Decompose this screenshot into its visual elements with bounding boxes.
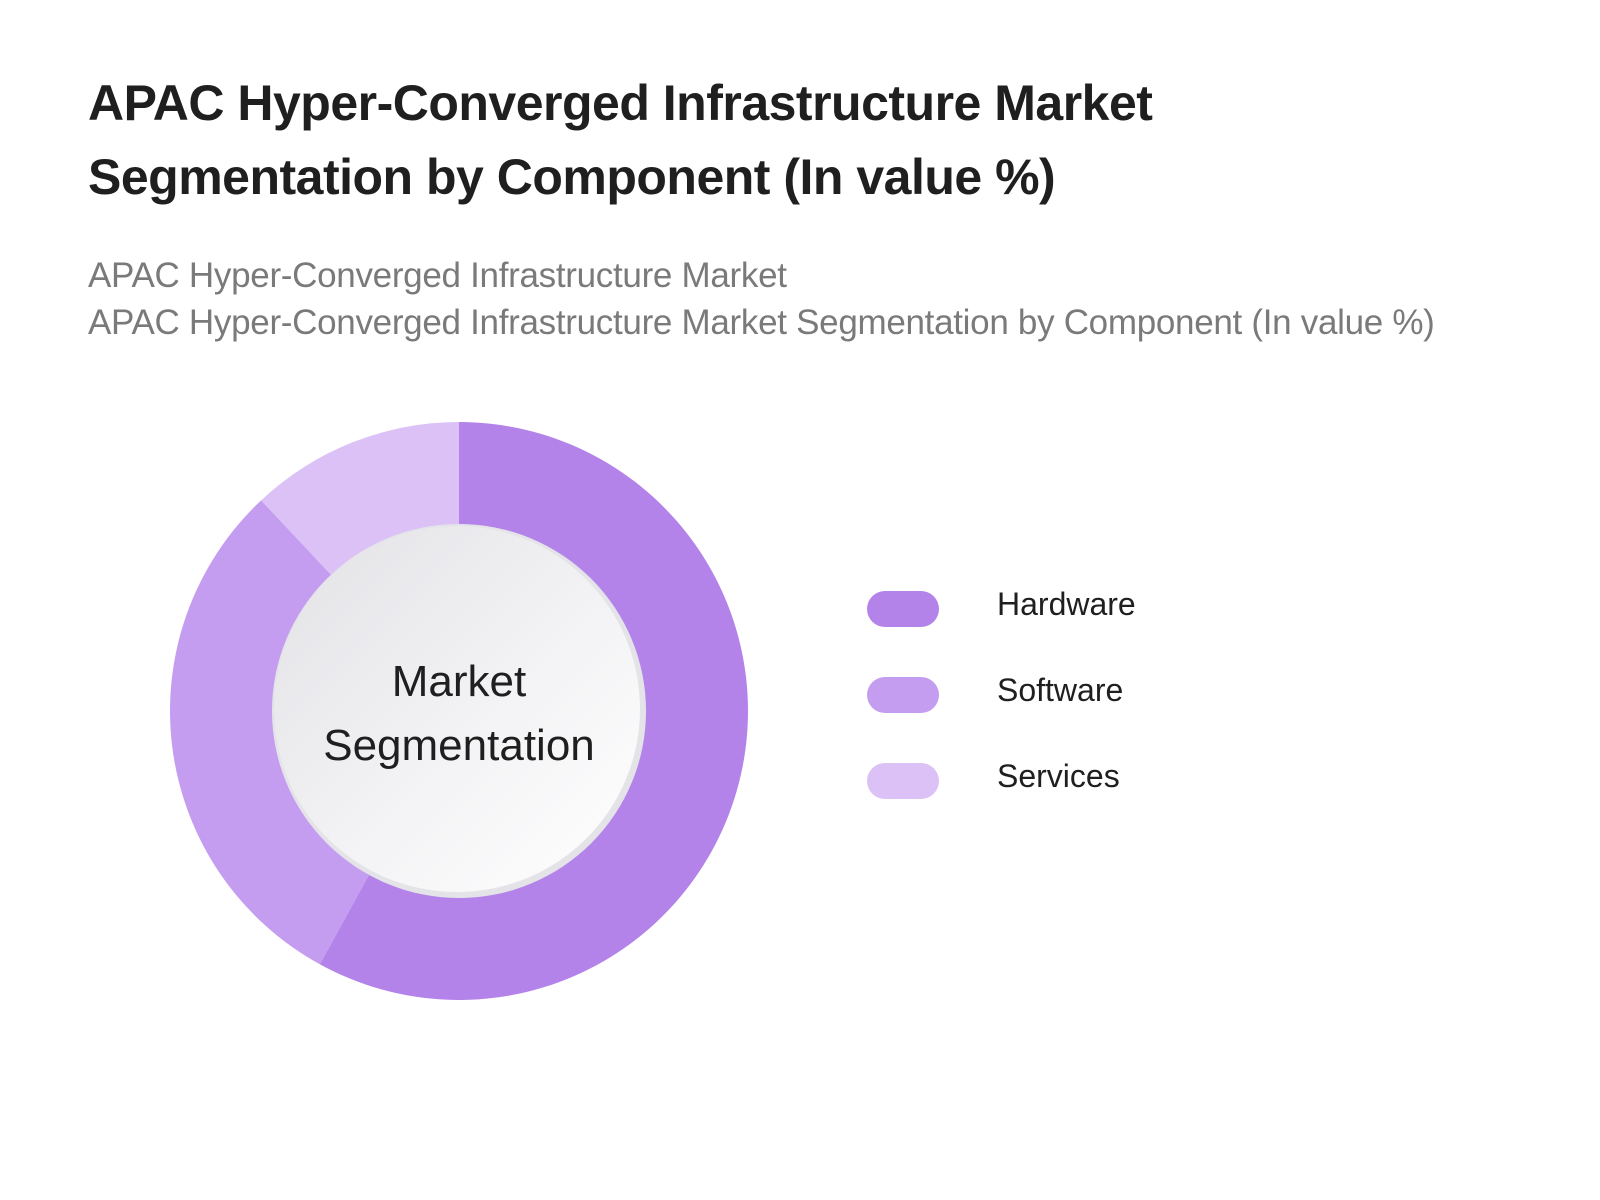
subtitle-line-2: APAC Hyper-Converged Infrastructure Mark… (88, 303, 1435, 342)
chart-legend: Hardware Software Services (867, 586, 1136, 846)
legend-label-software: Software (997, 672, 1124, 708)
center-label-line-2: Segmentation (323, 721, 595, 770)
chart-title: APAC Hyper-Converged Infrastructure Mark… (88, 75, 1153, 205)
donut-center-label: Market Segmentation (279, 650, 639, 778)
chart-subtitle: APAC Hyper-Converged Infrastructure Mark… (88, 252, 1598, 346)
donut-hole (274, 526, 640, 892)
legend-item-services[interactable]: Services (867, 758, 1120, 846)
legend-swatch-hardware (867, 591, 939, 627)
legend-swatch-software (867, 677, 939, 713)
legend-label-hardware: Hardware (997, 586, 1136, 622)
legend-item-software[interactable]: Software (867, 672, 1123, 760)
subtitle-line-1: APAC Hyper-Converged Infrastructure Mark… (88, 256, 787, 295)
legend-item-hardware[interactable]: Hardware (867, 586, 1136, 674)
legend-label-services: Services (997, 758, 1120, 794)
legend-swatch-services (867, 763, 939, 799)
center-label-line-1: Market (391, 657, 527, 706)
